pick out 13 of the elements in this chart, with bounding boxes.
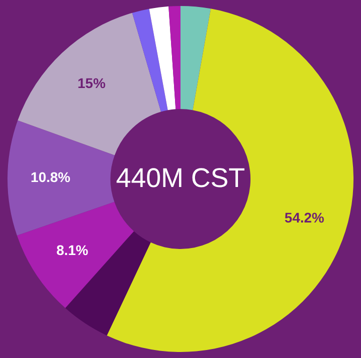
text: 440M CST xyxy=(116,163,246,193)
donut-slice xyxy=(168,6,180,110)
data-label: 54.2% xyxy=(284,209,325,226)
donut-slice xyxy=(180,6,211,110)
donut-slice xyxy=(8,120,115,236)
donut-slice xyxy=(149,6,176,110)
donut-slice xyxy=(106,8,354,352)
data-label: 15% xyxy=(77,75,106,92)
donut-slice xyxy=(17,202,134,308)
data-label: 8.1% xyxy=(56,242,89,258)
donut-slice xyxy=(132,8,168,112)
donut-slice xyxy=(18,12,161,156)
data-label: 10.8% xyxy=(30,169,71,186)
